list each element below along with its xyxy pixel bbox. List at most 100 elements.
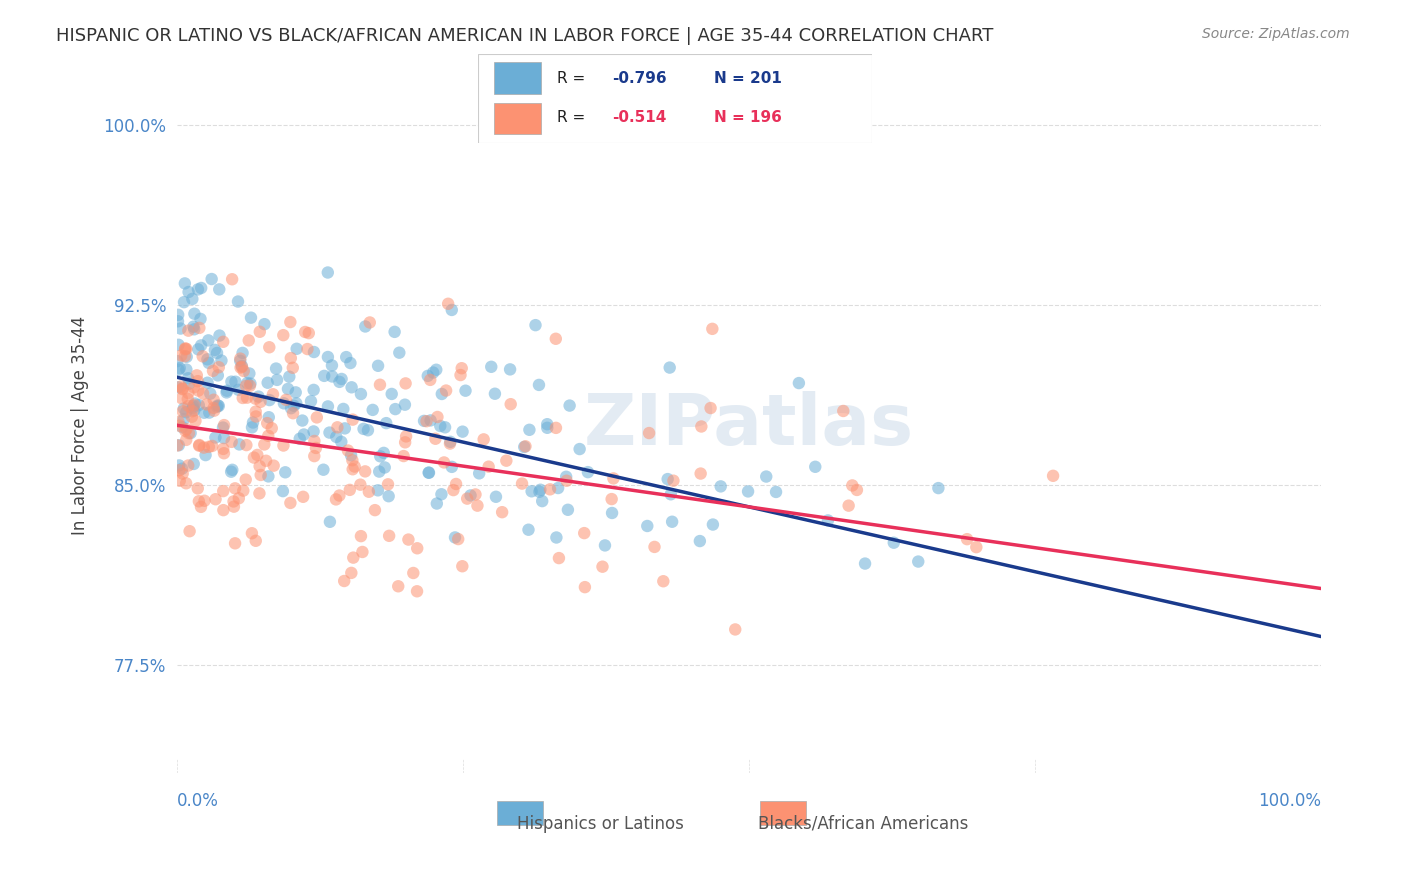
Point (235, 438, 257, 452)
Point (271, 328, 294, 343)
Point (188, 321, 211, 335)
Point (321, 359, 343, 373)
Point (325, 492, 347, 507)
Point (177, 386, 200, 401)
Point (515, 439, 537, 453)
Point (439, 434, 461, 449)
Point (245, 533, 267, 548)
Point (221, 434, 243, 449)
Point (352, 545, 374, 559)
Point (188, 438, 211, 452)
Point (335, 350, 357, 364)
Point (1042, 468, 1064, 483)
Point (422, 366, 444, 380)
Point (205, 400, 228, 414)
Point (246, 448, 269, 462)
Point (602, 471, 624, 485)
Point (177, 376, 200, 391)
Point (339, 483, 361, 497)
Text: 0.0%: 0.0% (177, 792, 219, 811)
Point (239, 378, 262, 392)
Point (491, 505, 513, 519)
Point (659, 487, 682, 501)
Point (256, 376, 278, 390)
Point (467, 499, 489, 513)
Point (702, 322, 724, 336)
Point (314, 368, 336, 383)
Point (330, 434, 353, 449)
Point (202, 392, 225, 407)
Point (245, 404, 267, 418)
Point (202, 401, 225, 415)
Point (353, 422, 375, 436)
Point (392, 449, 415, 463)
Point (305, 410, 328, 425)
Point (226, 294, 249, 309)
Point (357, 484, 380, 499)
Point (547, 481, 569, 495)
Point (440, 302, 463, 317)
Point (240, 420, 263, 434)
Point (174, 476, 197, 491)
Point (927, 481, 949, 495)
Point (439, 436, 461, 450)
Point (170, 392, 193, 406)
Point (419, 373, 441, 387)
Point (702, 517, 724, 532)
Point (406, 541, 429, 556)
Point (367, 359, 389, 373)
Point (907, 555, 929, 569)
Point (170, 379, 193, 393)
Point (396, 533, 419, 547)
Point (208, 282, 231, 296)
Text: ZIPatlas: ZIPatlas (583, 391, 914, 459)
Point (176, 362, 198, 376)
Point (249, 467, 271, 482)
Point (229, 351, 252, 366)
Point (368, 450, 391, 464)
Point (201, 272, 224, 286)
Point (198, 406, 221, 420)
Point (208, 360, 231, 375)
Point (278, 369, 301, 384)
Point (177, 399, 200, 413)
Text: Hispanics or Latinos: Hispanics or Latinos (517, 815, 683, 833)
Point (592, 559, 614, 574)
Point (444, 477, 467, 491)
Point (845, 483, 868, 497)
Point (219, 465, 242, 479)
Point (236, 391, 259, 405)
Point (212, 420, 235, 434)
Point (177, 285, 200, 299)
Point (312, 463, 335, 477)
Point (190, 281, 212, 295)
Point (187, 482, 209, 496)
Point (228, 437, 250, 451)
Point (291, 413, 314, 427)
Point (430, 487, 453, 501)
Point (546, 531, 568, 545)
Point (339, 356, 361, 370)
Point (197, 356, 219, 370)
Point (273, 438, 295, 452)
Point (222, 500, 245, 514)
Point (288, 432, 311, 446)
Point (184, 396, 207, 410)
Point (418, 466, 440, 480)
Point (167, 314, 190, 328)
Point (172, 382, 194, 396)
Point (557, 503, 579, 517)
Point (536, 421, 558, 435)
Point (232, 391, 254, 405)
Point (212, 442, 235, 456)
Point (513, 440, 536, 454)
Point (191, 386, 214, 401)
Point (724, 623, 747, 637)
Point (558, 399, 581, 413)
Point (359, 316, 381, 330)
Point (478, 459, 501, 474)
Point (174, 349, 197, 363)
Point (177, 458, 200, 473)
Point (197, 352, 219, 367)
Point (256, 416, 278, 430)
